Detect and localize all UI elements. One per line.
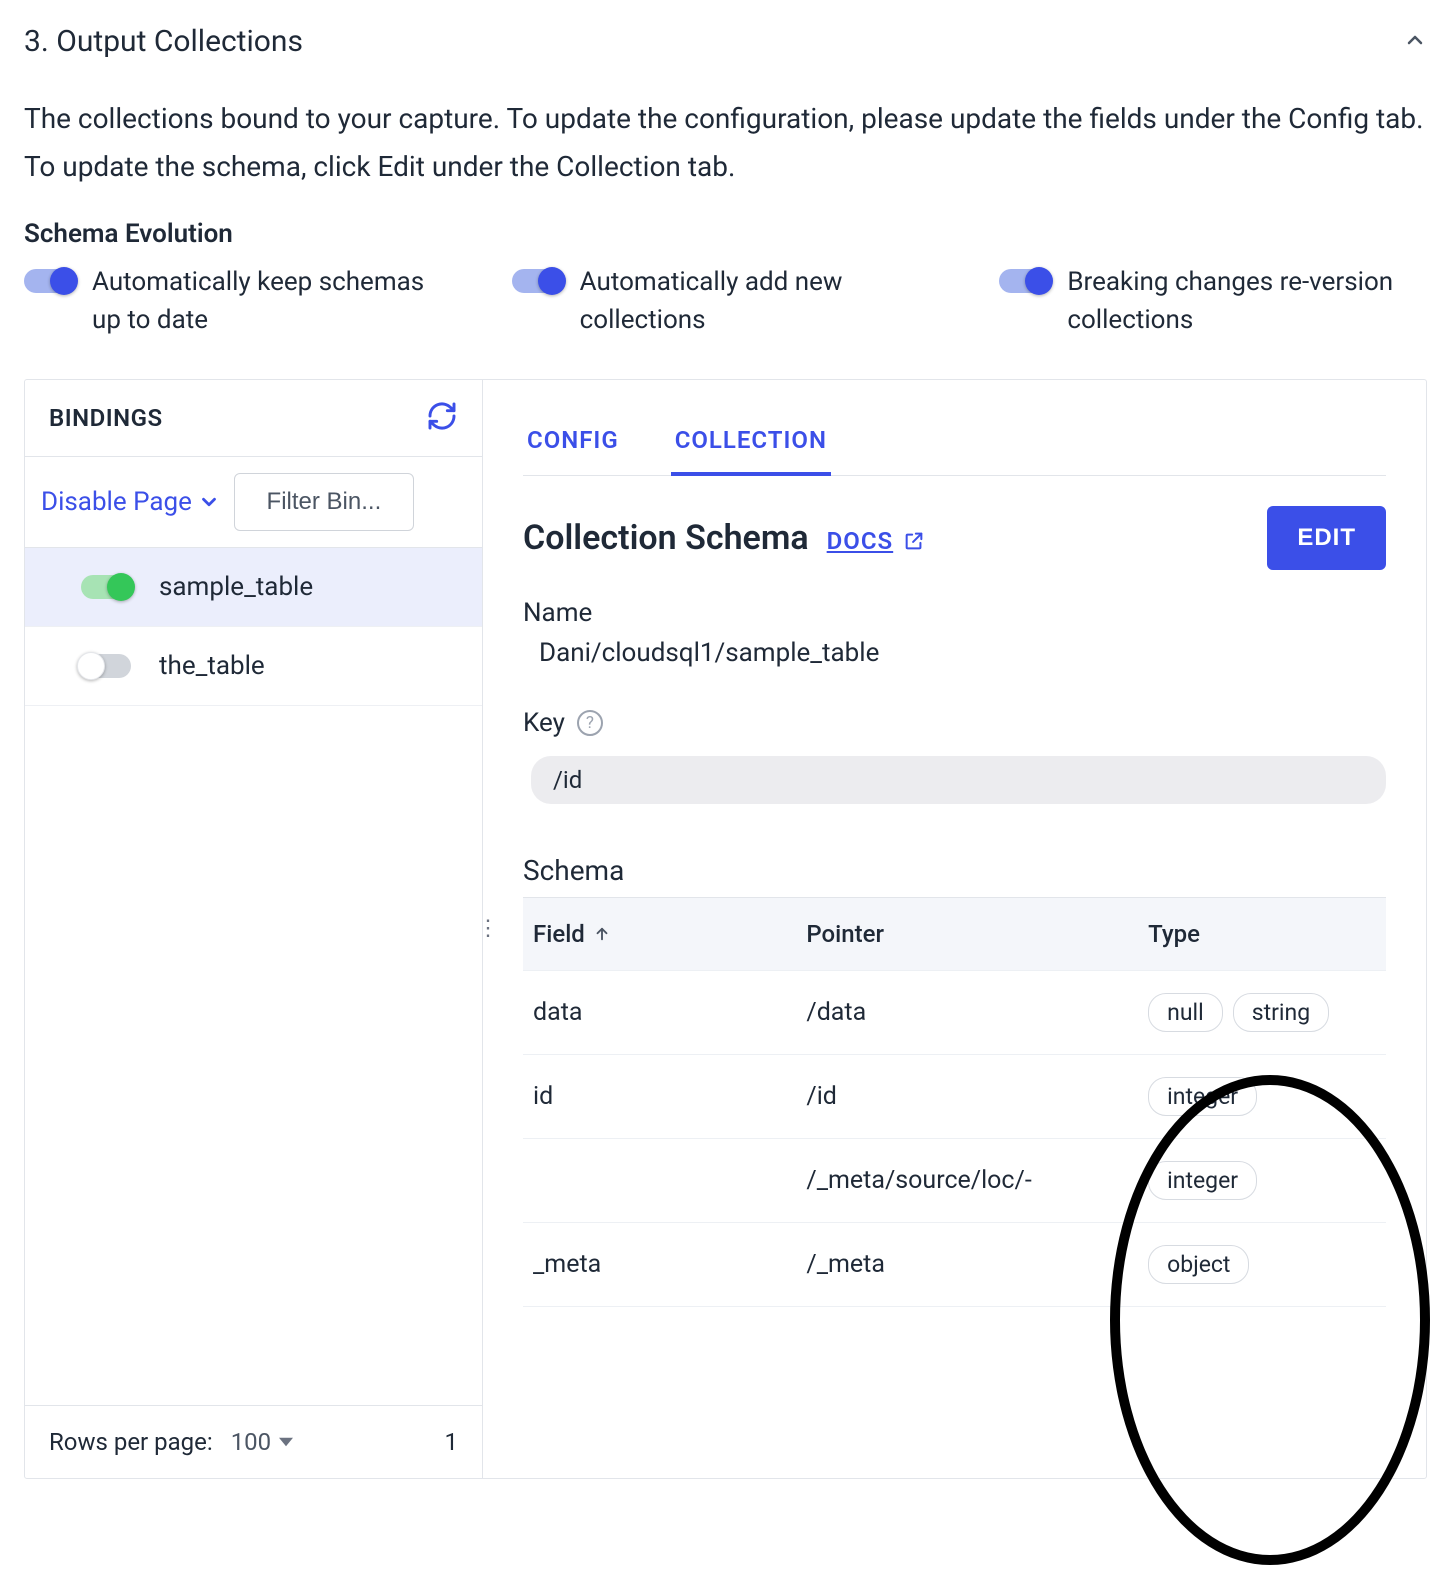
schema-types: null string [1148,993,1376,1032]
disable-page-label: Disable Page [41,487,192,517]
toggle-keep-schemas[interactable] [24,269,74,293]
binding-row[interactable]: sample_table [25,548,482,627]
section-description: The collections bound to your capture. T… [24,95,1427,191]
schema-section-label: Schema [523,854,1386,887]
binding-toggle[interactable] [81,575,131,599]
type-chip: null [1148,993,1223,1032]
schema-field: data [533,998,806,1027]
column-field[interactable]: Field [533,920,806,948]
refresh-icon[interactable] [426,400,458,436]
toggle-item: Automatically add new collections [512,263,940,339]
docs-link[interactable]: DOCS [827,527,926,555]
toggle-label: Automatically keep schemas up to date [92,263,452,339]
filter-bindings-button[interactable]: Filter Bin... [234,473,414,531]
binding-name: sample_table [159,572,313,602]
toggle-add-collections[interactable] [512,269,562,293]
column-pointer[interactable]: Pointer [806,920,1148,948]
binding-toggle[interactable] [81,654,131,678]
schema-types: integer [1148,1161,1376,1200]
external-link-icon [903,530,925,552]
collection-schema-title: Collection Schema [523,518,809,558]
schema-types: integer [1148,1077,1376,1116]
pager: Rows per page: 100 1 [25,1405,482,1478]
type-chip: string [1233,993,1329,1032]
toggle-label: Automatically add new collections [580,263,940,339]
section-title: 3. Output Collections [24,24,303,59]
tab-config[interactable]: CONFIG [523,408,623,476]
column-field-label: Field [533,920,585,948]
binding-name: the_table [159,651,265,681]
toggle-reversion[interactable] [999,269,1049,293]
pager-label: Rows per page: [49,1428,213,1456]
toggle-item: Automatically keep schemas up to date [24,263,452,339]
name-label: Name [523,598,1386,628]
main-panel: BINDINGS Disable Page Filter Bin... samp… [24,379,1427,1479]
key-chip: /id [531,756,1386,804]
collapse-icon[interactable] [1403,28,1427,56]
schema-types: object [1148,1245,1376,1284]
tab-collection[interactable]: COLLECTION [671,408,831,476]
type-chip: integer [1148,1161,1257,1200]
detail-tabs: CONFIG COLLECTION [523,408,1386,476]
schema-title-row: Collection Schema DOCS EDIT [523,506,1386,570]
schema-pointer: /id [806,1082,1148,1111]
section-header: 3. Output Collections [24,24,1427,67]
schema-evolution-toggles: Automatically keep schemas up to date Au… [24,263,1427,339]
bindings-header: BINDINGS [25,380,482,457]
schema-pointer: /_meta/source/loc/- [806,1166,1148,1195]
docs-label: DOCS [827,527,894,555]
binding-row[interactable]: the_table [25,627,482,706]
help-icon[interactable]: ? [577,710,603,736]
type-chip: integer [1148,1077,1257,1116]
schema-row: _meta/_metaobject [523,1223,1386,1307]
schema-field: id [533,1082,806,1111]
key-label: Key [523,708,565,738]
edit-button[interactable]: EDIT [1267,506,1386,570]
type-chip: object [1148,1245,1249,1284]
pager-page-text: 1 [445,1428,459,1456]
detail-panel: CONFIG COLLECTION Collection Schema DOCS… [483,380,1426,1478]
schema-field: _meta [533,1250,806,1279]
schema-row: data/datanull string [523,971,1386,1055]
schema-row: /_meta/source/loc/-integer [523,1139,1386,1223]
bindings-controls: Disable Page Filter Bin... [25,457,482,548]
column-type[interactable]: Type [1148,920,1376,948]
disable-page-dropdown[interactable]: Disable Page [41,487,220,517]
schema-header-row: Field Pointer Type [523,898,1386,971]
schema-table: Field Pointer Type data/datanull string id… [523,897,1386,1307]
schema-pointer: /_meta [806,1250,1148,1279]
bindings-panel: BINDINGS Disable Page Filter Bin... samp… [25,380,483,1478]
schema-pointer: /data [806,998,1148,1027]
toggle-item: Breaking changes re-version collections [999,263,1427,339]
bindings-title: BINDINGS [49,404,163,432]
schema-evolution-title: Schema Evolution [24,219,1427,249]
name-value: Dani/cloudsql1/sample_table [523,638,1386,668]
pager-size-value: 100 [231,1428,271,1456]
toggle-label: Breaking changes re-version collections [1067,263,1427,339]
key-label-row: Key ? [523,708,1386,738]
pager-size-select[interactable]: 100 [231,1428,293,1456]
drag-handle-icon[interactable]: ⋮ [477,925,500,933]
sort-asc-icon [593,925,611,943]
schema-row: id/idinteger [523,1055,1386,1139]
